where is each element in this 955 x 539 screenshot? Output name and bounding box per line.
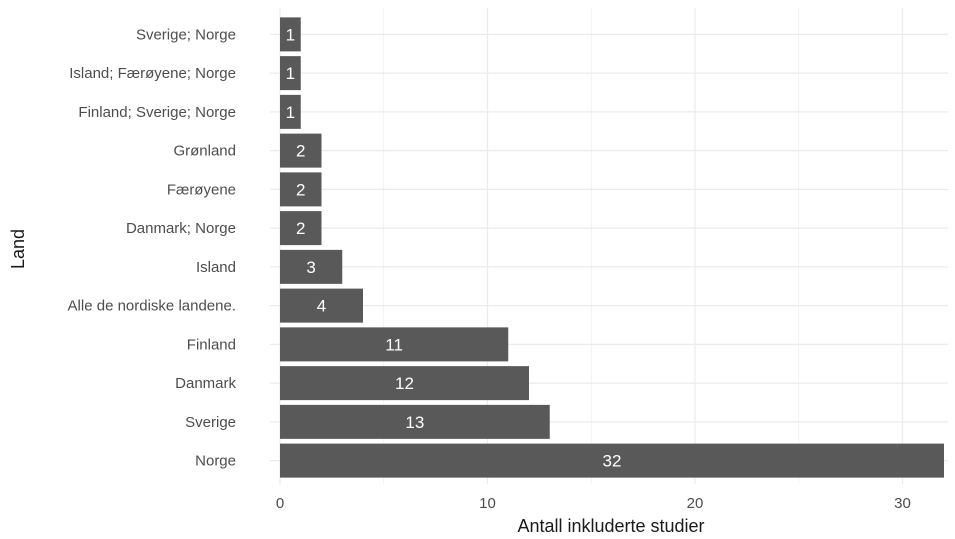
y-tick-label: Island — [196, 259, 236, 276]
bar-value-label: 2 — [296, 142, 305, 161]
bar-value-label: 1 — [286, 25, 295, 44]
x-tick-label: 30 — [894, 495, 911, 512]
bar-finland-sverige-norge — [280, 94, 301, 129]
bar-value-label: 3 — [306, 258, 315, 277]
bar-value-label: 11 — [385, 335, 403, 354]
bar-færøyene — [280, 172, 322, 207]
x-tick-label: 10 — [479, 495, 496, 512]
bar-grønland — [280, 133, 322, 168]
bar-island-færøyene-norge — [280, 56, 301, 91]
bar-value-label: 1 — [286, 64, 295, 83]
bar-value-label: 32 — [603, 452, 622, 471]
bar-norge — [280, 443, 944, 478]
y-tick-label: Finland — [187, 336, 236, 353]
bar-value-label: 13 — [405, 413, 424, 432]
bar-danmark-norge — [280, 211, 322, 246]
y-axis-title: Land — [8, 229, 28, 269]
bar-finland — [280, 327, 509, 362]
y-tick-label: Norge — [195, 453, 236, 470]
bar-value-label: 1 — [286, 103, 295, 122]
bar-sverige — [280, 404, 550, 439]
bar-value-label: 2 — [296, 180, 305, 199]
y-tick-label: Finland; Sverige; Norge — [78, 104, 236, 121]
bar-value-label: 12 — [395, 374, 414, 393]
x-tick-label: 20 — [687, 495, 704, 512]
bar-alle-de-nordiske-landene — [280, 288, 363, 323]
y-tick-label: Sverige; Norge — [136, 26, 236, 43]
bar-island — [280, 249, 343, 284]
y-tick-label: Island; Færøyene; Norge — [69, 65, 236, 82]
x-axis-title: Antall inkluderte studier — [517, 516, 704, 536]
bar-value-label: 4 — [317, 297, 326, 316]
y-tick-label: Sverige — [185, 414, 236, 431]
bar-value-label: 2 — [296, 219, 305, 238]
bar-sverige-norge — [280, 17, 301, 52]
y-tick-label: Færøyene — [167, 181, 236, 198]
x-axis-tick-labels: 0 10 20 30 — [276, 495, 911, 512]
y-tick-label: Danmark; Norge — [126, 220, 236, 237]
y-tick-label: Alle de nordiske landene. — [68, 298, 236, 315]
y-tick-label: Grønland — [173, 143, 236, 160]
y-tick-label: Danmark — [175, 375, 236, 392]
x-tick-label: 0 — [276, 495, 284, 512]
bar-danmark — [280, 366, 529, 401]
y-axis-tick-labels: Norge Sverige Danmark Finland Alle de nordis… — [68, 26, 237, 469]
